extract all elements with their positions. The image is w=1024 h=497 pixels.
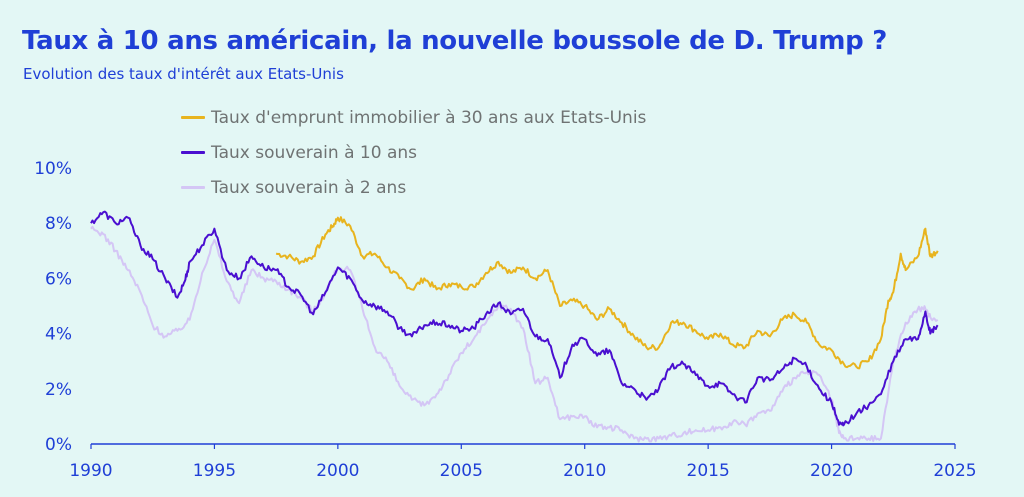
chart-title: Taux à 10 ans américain, la nouvelle bou… (22, 26, 888, 56)
x-axis-ticks: 1990 1995 2000 2005 2010 2015 2020 2025 (69, 444, 977, 481)
legend-item-treasury-2y: Taux souverain à 2 ans (181, 170, 646, 205)
series-line-treasury-10y (90, 210, 939, 427)
x-tick-label: 1995 (193, 461, 236, 481)
legend: Taux d'emprunt immobilier à 30 ans aux E… (181, 100, 646, 205)
y-tick-label: 10% (34, 159, 72, 179)
series-layer (90, 210, 939, 443)
legend-swatch-treasury-2y (181, 186, 205, 189)
y-axis-ticks: 0% 2% 4% 6% 8% 10% (34, 159, 72, 455)
legend-label-treasury-2y: Taux souverain à 2 ans (211, 177, 407, 198)
y-tick-label: 0% (45, 435, 72, 455)
x-tick-label: 2010 (563, 461, 606, 481)
legend-item-treasury-10y: Taux souverain à 10 ans (181, 135, 646, 170)
legend-swatch-mortgage-30y (181, 116, 205, 119)
x-tick-label: 1990 (69, 461, 112, 481)
y-tick-label: 4% (45, 325, 72, 345)
y-tick-label: 6% (45, 269, 72, 289)
x-tick-label: 2005 (440, 461, 483, 481)
y-tick-label: 8% (45, 214, 72, 234)
series-line-treasury-2y (90, 225, 939, 443)
x-tick-label: 2015 (687, 461, 730, 481)
chart-subtitle: Evolution des taux d'intérêt aux Etats-U… (23, 65, 344, 83)
x-tick-label: 2025 (933, 461, 976, 481)
series-line-mortgage-30y (275, 216, 939, 370)
x-tick-label: 2020 (810, 461, 853, 481)
legend-label-mortgage-30y: Taux d'emprunt immobilier à 30 ans aux E… (211, 107, 647, 128)
y-tick-label: 2% (45, 380, 72, 400)
x-tick-label: 2000 (316, 461, 359, 481)
legend-label-treasury-10y: Taux souverain à 10 ans (211, 142, 417, 163)
legend-item-mortgage-30y: Taux d'emprunt immobilier à 30 ans aux E… (181, 100, 646, 135)
legend-swatch-treasury-10y (181, 151, 205, 154)
